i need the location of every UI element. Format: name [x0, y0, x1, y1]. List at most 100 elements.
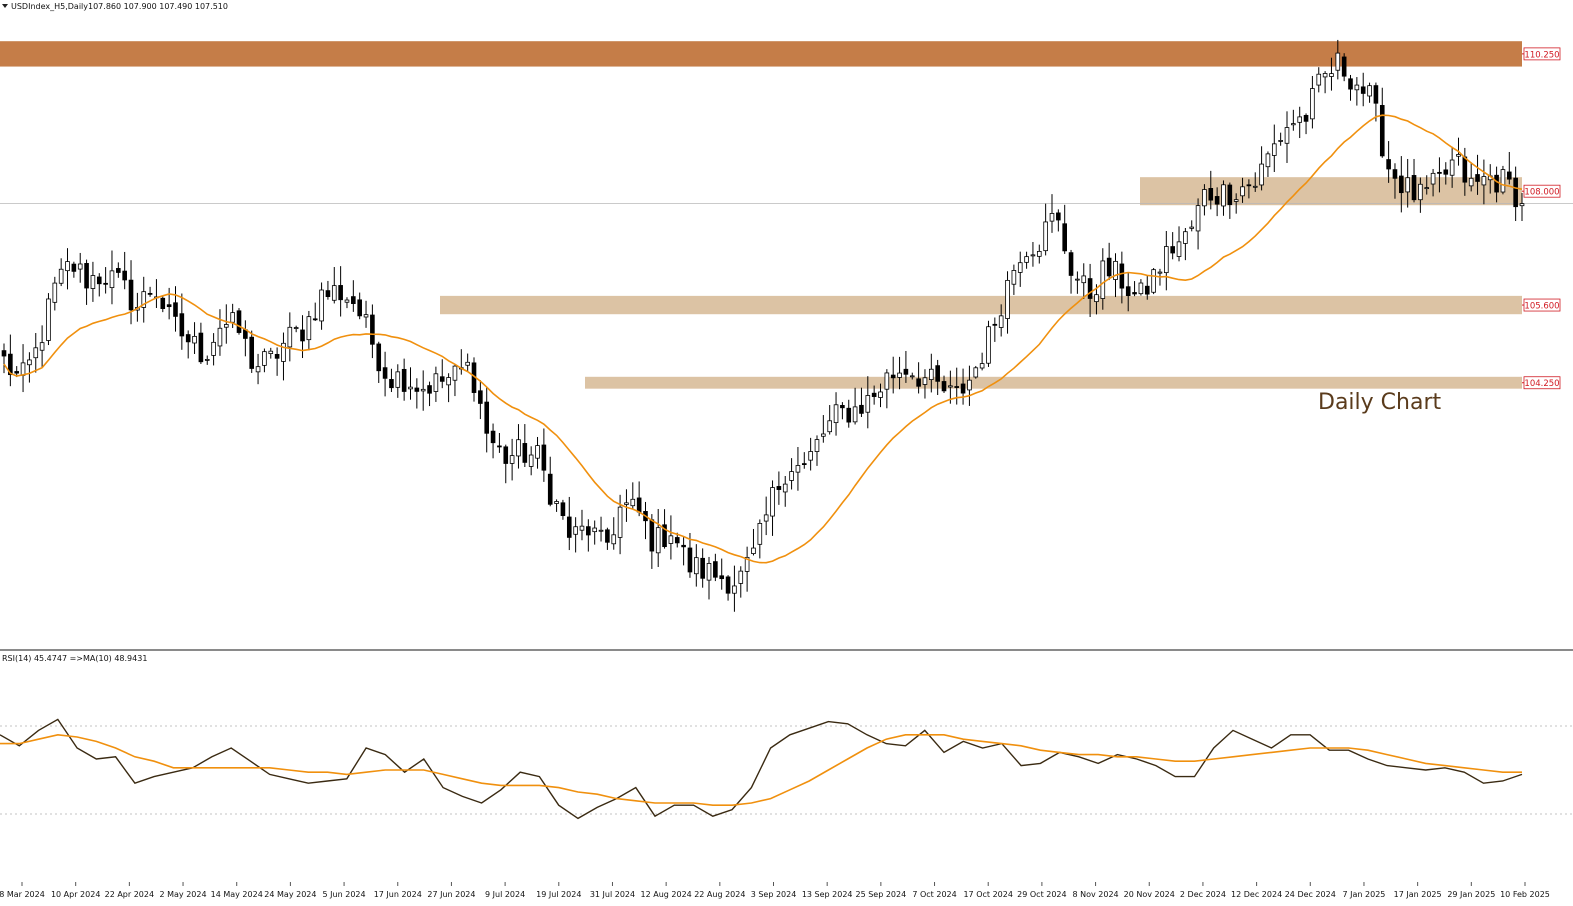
candle: [128, 260, 134, 325]
candle-body: [751, 547, 756, 554]
candle-body: [624, 502, 629, 505]
candle: [516, 424, 521, 469]
candle: [1278, 132, 1283, 146]
candle-body: [14, 371, 20, 374]
candle: [840, 402, 845, 420]
candle: [389, 368, 394, 393]
x-tick-label: 14 May 2024: [211, 890, 263, 899]
candle-body: [1278, 140, 1283, 142]
candle: [351, 280, 356, 312]
candle: [363, 300, 369, 328]
candle-body: [732, 585, 737, 594]
candle-body: [116, 268, 121, 273]
candle-body: [446, 377, 451, 386]
candle-body: [801, 463, 807, 465]
candle: [897, 356, 902, 390]
candle-body: [547, 473, 553, 505]
candle-body: [401, 368, 407, 392]
candle-body: [560, 502, 566, 517]
candle: [179, 293, 185, 350]
candle-body: [516, 439, 521, 457]
candle-body: [935, 365, 940, 382]
candle: [554, 499, 559, 512]
candle-body: [700, 557, 705, 579]
candle: [198, 322, 204, 364]
candle: [732, 565, 737, 612]
candle: [122, 251, 127, 290]
candle: [1164, 230, 1169, 291]
candle: [1183, 227, 1188, 261]
x-tick-label: 3 Sep 2024: [751, 890, 797, 899]
candle: [401, 358, 407, 401]
candle: [160, 296, 166, 313]
candle-body: [77, 263, 83, 270]
candle-body: [757, 522, 763, 545]
candle-body: [1, 350, 7, 357]
candle: [1399, 156, 1404, 213]
candle-body: [890, 374, 896, 379]
candle: [1138, 279, 1144, 296]
candle-body: [249, 336, 255, 369]
candle: [33, 333, 39, 373]
candle-body: [1195, 205, 1201, 232]
candle: [1056, 209, 1061, 232]
candle: [236, 308, 242, 335]
candle: [763, 496, 769, 536]
candle-body: [1386, 159, 1391, 170]
candle: [1208, 170, 1214, 210]
x-tick-label: 8 Mar 2024: [0, 890, 45, 899]
x-tick-label: 22 Aug 2024: [694, 890, 745, 899]
candle: [1036, 244, 1042, 264]
candle-body: [668, 535, 674, 544]
candle: [941, 375, 947, 393]
x-tick-label: 19 Jul 2024: [536, 890, 581, 899]
candle-body: [217, 327, 223, 347]
candle-body: [605, 529, 610, 543]
candle-body: [535, 445, 540, 459]
candle-body: [376, 343, 382, 372]
candle: [859, 387, 864, 418]
candle-body: [1087, 278, 1093, 299]
candle: [1176, 226, 1182, 262]
candle-body: [1418, 183, 1423, 201]
candle: [1119, 251, 1125, 304]
candle-body: [20, 362, 26, 376]
candle-body: [1519, 203, 1525, 207]
candle-body: [1367, 85, 1372, 97]
candle-body: [497, 445, 502, 448]
candle-body: [433, 373, 439, 392]
candle-body: [1176, 241, 1182, 257]
candle: [655, 508, 661, 567]
candle-body: [230, 312, 235, 323]
candle-body: [1094, 294, 1099, 303]
candle-body: [687, 547, 693, 573]
candle-body: [1246, 184, 1252, 187]
candle: [439, 359, 445, 389]
candle: [1252, 172, 1258, 192]
candle: [808, 437, 813, 471]
candle-body: [1341, 56, 1347, 77]
candle-body: [319, 289, 324, 322]
candle: [522, 424, 528, 467]
candle-body: [262, 351, 267, 366]
candle: [1373, 82, 1379, 122]
candle: [668, 515, 674, 560]
candle-body: [1106, 257, 1112, 277]
candle: [871, 385, 877, 405]
candle-body: [1157, 271, 1163, 274]
candle: [547, 456, 553, 507]
candle-body: [948, 385, 953, 388]
candle-body: [1506, 171, 1512, 180]
candle: [865, 376, 871, 429]
price-tag-box: [1523, 376, 1561, 390]
candle-body: [611, 534, 617, 545]
chevron-down-icon[interactable]: [2, 4, 8, 8]
candle-body: [1202, 189, 1207, 207]
candle-body: [554, 501, 559, 504]
candle-body: [1043, 221, 1048, 252]
candle-body: [408, 386, 413, 390]
candle-body: [509, 455, 515, 464]
candle: [223, 304, 229, 344]
candle-body: [465, 361, 470, 366]
candle-body: [859, 404, 864, 414]
